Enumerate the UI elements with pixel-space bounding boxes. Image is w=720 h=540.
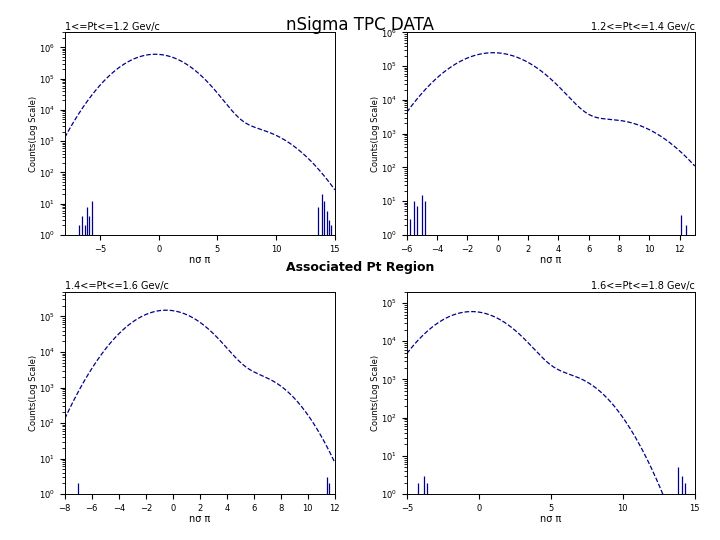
X-axis label: nσ π: nσ π <box>189 514 210 524</box>
Text: 1.6<=Pt<=1.8 Gev/c: 1.6<=Pt<=1.8 Gev/c <box>591 281 695 291</box>
X-axis label: nσ π: nσ π <box>540 255 562 265</box>
Y-axis label: Counts(Log Scale): Counts(Log Scale) <box>29 96 37 172</box>
Text: 1.4<=Pt<=1.6 Gev/c: 1.4<=Pt<=1.6 Gev/c <box>65 281 168 291</box>
X-axis label: nσ π: nσ π <box>189 255 210 265</box>
Y-axis label: Counts(Log Scale): Counts(Log Scale) <box>371 96 379 172</box>
X-axis label: nσ π: nσ π <box>540 514 562 524</box>
Text: nSigma TPC DATA: nSigma TPC DATA <box>286 16 434 34</box>
Text: 1<=Pt<=1.2 Gev/c: 1<=Pt<=1.2 Gev/c <box>65 22 160 32</box>
Y-axis label: Counts(Log Scale): Counts(Log Scale) <box>29 355 37 431</box>
Y-axis label: Counts(Log Scale): Counts(Log Scale) <box>371 355 379 431</box>
Text: Associated Pt Region: Associated Pt Region <box>286 261 434 274</box>
Text: 1.2<=Pt<=1.4 Gev/c: 1.2<=Pt<=1.4 Gev/c <box>591 22 695 32</box>
